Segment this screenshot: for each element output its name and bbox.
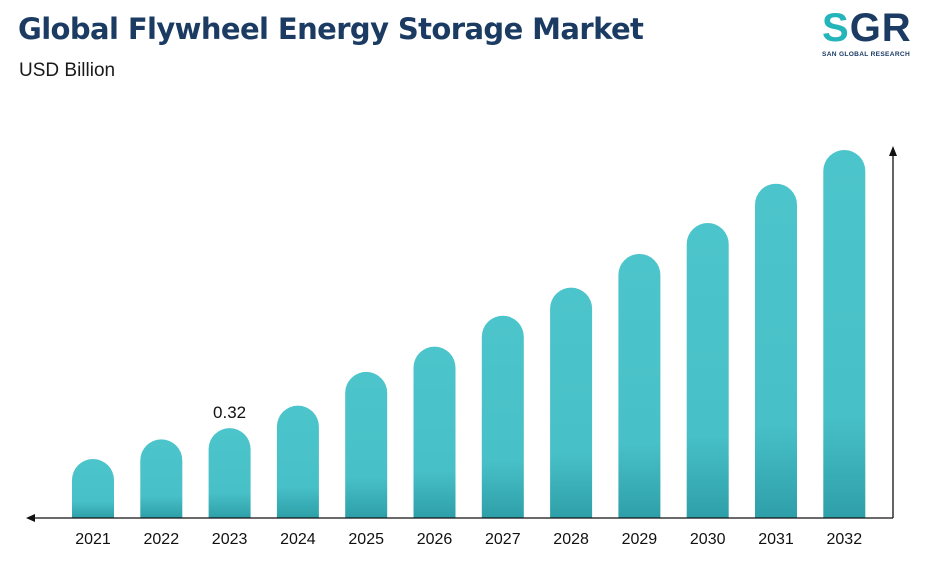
chart-title: Global Flywheel Energy Storage Market [18, 12, 644, 46]
x-tick-label: 2024 [280, 531, 316, 548]
bar-2029 [618, 253, 661, 518]
chart-subtitle: USD Billion [19, 60, 116, 81]
bar-2026 [413, 346, 456, 518]
bar-2028 [550, 287, 593, 518]
bar-2032 [823, 150, 866, 519]
bar-2024 [276, 405, 319, 518]
bar-2022 [140, 439, 183, 518]
bar-2021 [72, 459, 114, 518]
sgr-logo: SGR SAN GLOBAL RESEARCH [818, 6, 918, 62]
logo-tagline: SAN GLOBAL RESEARCH [822, 51, 911, 58]
x-axis-arrow [26, 514, 35, 522]
x-tick-label: 2021 [75, 531, 111, 548]
logo-mark: SGR [822, 6, 912, 50]
bar-2031 [755, 183, 797, 518]
x-tick-label: 2029 [622, 531, 658, 548]
x-tick-label: 2032 [827, 531, 863, 548]
x-tick-label: 2028 [553, 531, 589, 548]
x-tick-label: 2030 [690, 531, 726, 548]
label-group: 2021 2022 2023 0.32 2024 2025 2026 2027 2028 2029… [75, 403, 862, 548]
x-tick-label: 2023 [212, 531, 248, 548]
x-tick-label: 2026 [417, 531, 453, 548]
x-tick-label: 2022 [144, 531, 180, 548]
bar-2030 [686, 223, 729, 519]
x-tick-label: 2031 [758, 531, 794, 548]
bar-2023 [208, 428, 251, 518]
bar-group [72, 150, 866, 519]
bar-2027 [481, 315, 524, 518]
y-axis-arrow [889, 146, 897, 156]
data-label: 0.32 [213, 403, 246, 422]
bar-2025 [345, 371, 388, 518]
x-tick-label: 2027 [485, 531, 521, 548]
axes-group [26, 146, 897, 522]
x-tick-label: 2025 [348, 531, 384, 548]
